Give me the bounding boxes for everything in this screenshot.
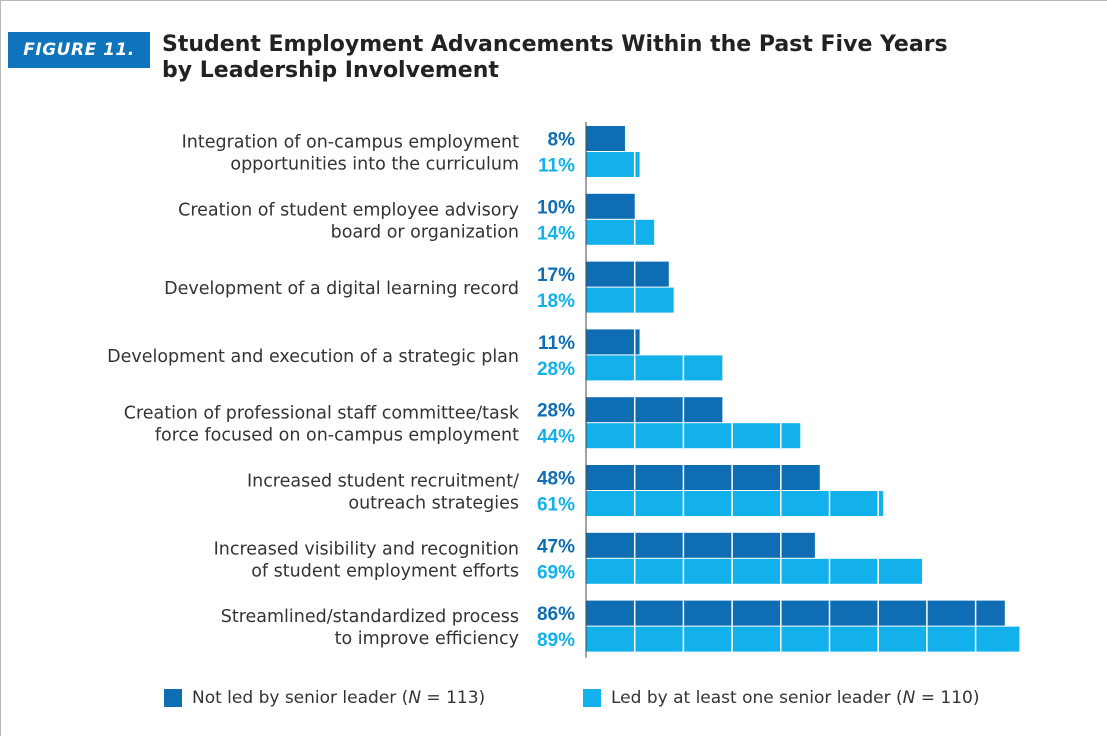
value-label: 18% bbox=[537, 291, 575, 312]
bar bbox=[586, 465, 820, 490]
bar bbox=[586, 329, 640, 355]
bar bbox=[586, 423, 801, 449]
value-label: 61% bbox=[537, 495, 575, 516]
legend-swatch-led bbox=[583, 689, 601, 707]
bar bbox=[586, 287, 674, 313]
bar bbox=[586, 152, 640, 177]
legend-item-led: Led by at least one senior leader (N = 1… bbox=[583, 688, 979, 708]
bar bbox=[586, 126, 625, 151]
bar bbox=[586, 532, 815, 558]
value-label: 44% bbox=[537, 427, 575, 448]
category-label: of student employment efforts bbox=[251, 561, 519, 581]
bar bbox=[586, 600, 1005, 626]
value-label: 86% bbox=[537, 604, 575, 625]
figure-title: Student Employment Advancements Within t… bbox=[162, 32, 1062, 84]
figure-label: FIGURE 11. bbox=[8, 32, 150, 68]
category-label: outreach strategies bbox=[348, 494, 519, 514]
value-label: 10% bbox=[537, 197, 575, 218]
category-label: Increased student recruitment/ bbox=[247, 472, 519, 492]
category-label: Creation of professional staff committee… bbox=[124, 404, 520, 424]
value-label: 17% bbox=[537, 265, 575, 286]
value-label: 14% bbox=[537, 223, 575, 244]
value-label: 11% bbox=[538, 156, 575, 177]
value-label: 11% bbox=[538, 333, 575, 354]
value-label: 28% bbox=[537, 401, 575, 422]
bar bbox=[586, 193, 635, 219]
bar bbox=[586, 219, 655, 245]
chart-legend: Not led by senior leader (N = 113) Led b… bbox=[0, 688, 1107, 714]
category-label: Streamlined/standardized process bbox=[221, 607, 519, 627]
figure-title-line-1: Student Employment Advancements Within t… bbox=[162, 32, 948, 57]
bar bbox=[586, 558, 923, 584]
category-label: Creation of student employee advisory bbox=[178, 200, 519, 220]
value-label: 47% bbox=[537, 536, 575, 557]
figure-title-line-2: by Leadership Involvement bbox=[162, 58, 499, 83]
value-label: 28% bbox=[537, 359, 575, 380]
value-label: 8% bbox=[548, 130, 576, 151]
value-label: 69% bbox=[537, 562, 575, 583]
legend-label-led: Led by at least one senior leader (N = 1… bbox=[611, 688, 980, 708]
bar bbox=[586, 626, 1020, 652]
bar bbox=[586, 491, 884, 516]
value-label: 48% bbox=[537, 469, 575, 490]
legend-item-not-led: Not led by senior leader (N = 113) bbox=[164, 688, 485, 708]
category-label: opportunities into the curriculum bbox=[230, 155, 519, 175]
category-label: Increased visibility and recognition bbox=[214, 539, 519, 559]
bar bbox=[586, 261, 669, 287]
category-label: to improve efficiency bbox=[335, 629, 519, 649]
category-label: board or organization bbox=[331, 222, 519, 242]
category-label: Development of a digital learning record bbox=[164, 279, 519, 299]
bar bbox=[586, 397, 723, 423]
legend-label-not-led: Not led by senior leader (N = 113) bbox=[192, 688, 486, 708]
value-label: 89% bbox=[537, 630, 575, 651]
category-label: Integration of on-campus employment bbox=[182, 133, 520, 153]
category-label: Development and execution of a strategic… bbox=[107, 347, 519, 367]
bar bbox=[586, 355, 723, 381]
legend-swatch-not-led bbox=[164, 689, 182, 707]
category-label: force focused on on-campus employment bbox=[155, 426, 519, 446]
